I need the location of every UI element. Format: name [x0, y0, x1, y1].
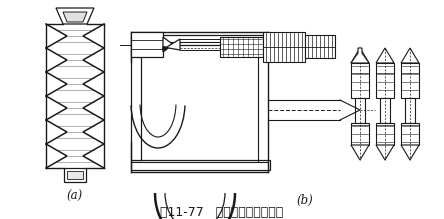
Polygon shape	[166, 39, 180, 50]
Polygon shape	[401, 63, 419, 98]
Text: (b): (b)	[297, 194, 313, 207]
Polygon shape	[131, 32, 163, 57]
Text: (a): (a)	[67, 189, 83, 203]
Polygon shape	[163, 37, 173, 52]
Polygon shape	[56, 8, 94, 24]
Polygon shape	[67, 171, 83, 179]
Polygon shape	[376, 48, 394, 63]
Polygon shape	[401, 48, 419, 63]
Polygon shape	[131, 35, 270, 45]
Polygon shape	[376, 145, 394, 160]
Polygon shape	[46, 24, 104, 168]
Polygon shape	[401, 145, 419, 160]
Polygon shape	[351, 48, 369, 63]
Polygon shape	[131, 45, 141, 160]
Polygon shape	[355, 98, 365, 123]
Polygon shape	[63, 12, 87, 22]
Polygon shape	[405, 98, 415, 123]
Polygon shape	[131, 160, 270, 170]
Text: 图11-77   螺纹百分尺测量中径: 图11-77 螺纹百分尺测量中径	[160, 205, 284, 219]
Polygon shape	[64, 168, 86, 182]
Polygon shape	[380, 98, 390, 123]
Polygon shape	[376, 123, 394, 145]
Polygon shape	[220, 37, 263, 57]
Polygon shape	[401, 123, 419, 145]
Polygon shape	[351, 63, 369, 98]
Polygon shape	[376, 63, 394, 98]
Polygon shape	[305, 35, 335, 58]
Polygon shape	[263, 32, 305, 62]
Polygon shape	[351, 123, 369, 145]
Polygon shape	[351, 48, 369, 63]
Polygon shape	[351, 145, 369, 160]
